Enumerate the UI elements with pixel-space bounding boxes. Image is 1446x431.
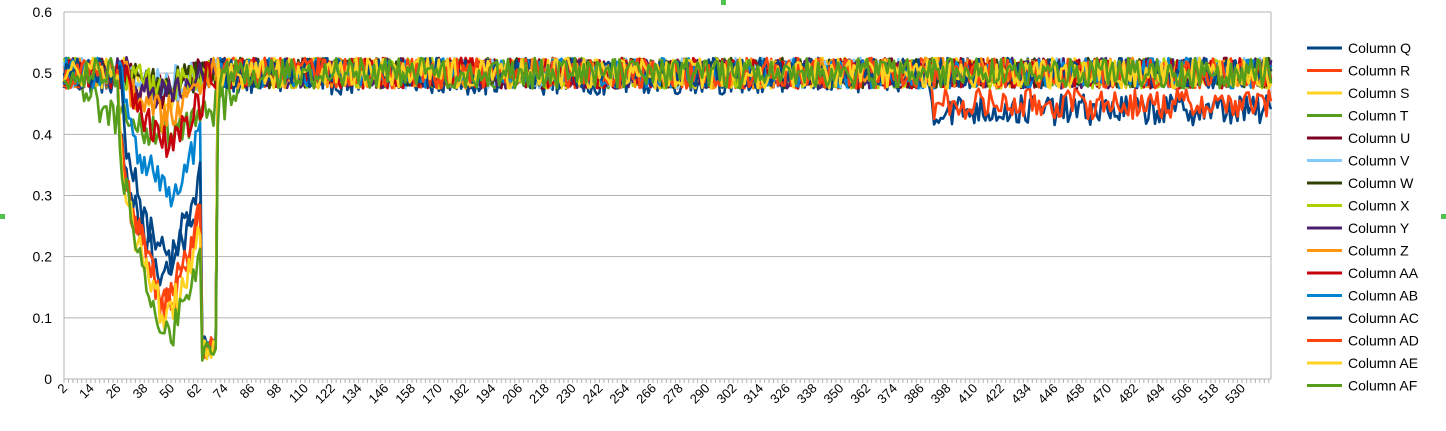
y-tick-label: 0.4 bbox=[33, 126, 53, 142]
series-lines bbox=[62, 56, 1273, 362]
legend-label: Column AD bbox=[1348, 333, 1419, 349]
legend-label: Column V bbox=[1348, 153, 1410, 169]
axes bbox=[63, 12, 1272, 383]
legend-label: Column AA bbox=[1348, 265, 1419, 281]
x-tick-label: 2 bbox=[54, 381, 70, 397]
x-tick-label: 386 bbox=[901, 381, 927, 407]
y-tick-label: 0.6 bbox=[33, 4, 53, 20]
legend-label: Column U bbox=[1348, 130, 1410, 146]
x-tick-label: 194 bbox=[473, 381, 499, 407]
x-tick-label: 470 bbox=[1088, 381, 1114, 407]
x-tick-label: 290 bbox=[687, 381, 713, 407]
y-tick-label: 0.2 bbox=[33, 249, 53, 265]
selection-handle-top[interactable] bbox=[721, 0, 726, 5]
legend-label: Column AF bbox=[1348, 378, 1417, 394]
x-tick-label: 50 bbox=[156, 381, 177, 402]
x-tick-label: 206 bbox=[499, 381, 525, 407]
x-tick-label: 62 bbox=[183, 381, 204, 402]
x-tick-label: 122 bbox=[312, 381, 338, 407]
legend-label: Column Q bbox=[1348, 40, 1411, 56]
x-tick-label: 518 bbox=[1195, 381, 1221, 407]
legend-label: Column AC bbox=[1348, 310, 1419, 326]
x-tick-label: 98 bbox=[263, 381, 284, 402]
series-line-column-r bbox=[62, 56, 1273, 356]
x-tick-label: 266 bbox=[633, 381, 659, 407]
x-tick-label: 314 bbox=[740, 381, 766, 407]
x-tick-label: 242 bbox=[580, 381, 606, 407]
x-tick-label: 86 bbox=[237, 381, 258, 402]
x-tick-label: 458 bbox=[1062, 381, 1088, 407]
x-tick-label: 278 bbox=[660, 381, 686, 407]
legend-label: Column AB bbox=[1348, 288, 1418, 304]
legend-label: Column Z bbox=[1348, 243, 1409, 259]
x-tick-label: 218 bbox=[526, 381, 552, 407]
x-tick-label: 434 bbox=[1008, 381, 1034, 407]
x-tick-label: 38 bbox=[130, 381, 151, 402]
x-tick-label: 182 bbox=[446, 381, 472, 407]
x-tick-label: 530 bbox=[1222, 381, 1248, 407]
x-tick-label: 254 bbox=[606, 381, 632, 407]
x-tick-label: 302 bbox=[713, 381, 739, 407]
x-tick-labels: 2 14 26 38 50 62 74 86 98 110 122 134 146 158 170 182 19… bbox=[54, 381, 1248, 407]
legend-label: Column Y bbox=[1348, 220, 1410, 236]
x-tick-label: 74 bbox=[210, 381, 231, 402]
legend-label: Column X bbox=[1348, 198, 1410, 214]
x-tick-label: 410 bbox=[954, 381, 980, 407]
x-tick-label: 110 bbox=[286, 381, 311, 406]
selection-handle-left[interactable] bbox=[0, 214, 5, 219]
x-tick-label: 482 bbox=[1115, 381, 1141, 407]
y-tick-label: 0 bbox=[44, 371, 52, 387]
x-tick-label: 14 bbox=[76, 381, 97, 402]
x-tick-label: 326 bbox=[767, 381, 793, 407]
x-tick-label: 374 bbox=[874, 381, 900, 407]
x-tick-label: 494 bbox=[1142, 381, 1168, 407]
x-tick-label: 362 bbox=[847, 381, 873, 407]
legend-label: Column AE bbox=[1348, 355, 1418, 371]
legend-label: Column T bbox=[1348, 108, 1409, 124]
x-tick-label: 170 bbox=[419, 381, 445, 407]
legend: Column Q Column R Column S Column T Column U… bbox=[1307, 40, 1419, 394]
x-tick-label: 398 bbox=[928, 381, 954, 407]
y-tick-label: 0.3 bbox=[33, 188, 53, 204]
x-tick-label: 350 bbox=[821, 381, 847, 407]
x-tick-label: 146 bbox=[365, 381, 391, 407]
legend-label: Column S bbox=[1348, 85, 1409, 101]
x-tick-label: 422 bbox=[981, 381, 1007, 407]
x-tick-label: 446 bbox=[1035, 381, 1061, 407]
x-tick-label: 158 bbox=[392, 381, 418, 407]
x-tick-label: 26 bbox=[103, 381, 124, 402]
x-tick-label: 506 bbox=[1169, 381, 1195, 407]
selection-handle-right[interactable] bbox=[1441, 214, 1446, 219]
legend-label: Column R bbox=[1348, 63, 1410, 79]
y-tick-label: 0.1 bbox=[33, 310, 53, 326]
x-tick-label: 338 bbox=[794, 381, 820, 407]
x-tick-label: 134 bbox=[339, 381, 365, 407]
series-line-column-af bbox=[62, 56, 1273, 362]
legend-label: Column W bbox=[1348, 175, 1414, 191]
y-tick-labels: 0 0.1 0.2 0.3 0.4 0.5 0.6 bbox=[33, 4, 53, 387]
y-tick-label: 0.5 bbox=[33, 65, 53, 81]
x-tick-label: 230 bbox=[553, 381, 579, 407]
x-axis-ticks bbox=[63, 379, 1270, 383]
